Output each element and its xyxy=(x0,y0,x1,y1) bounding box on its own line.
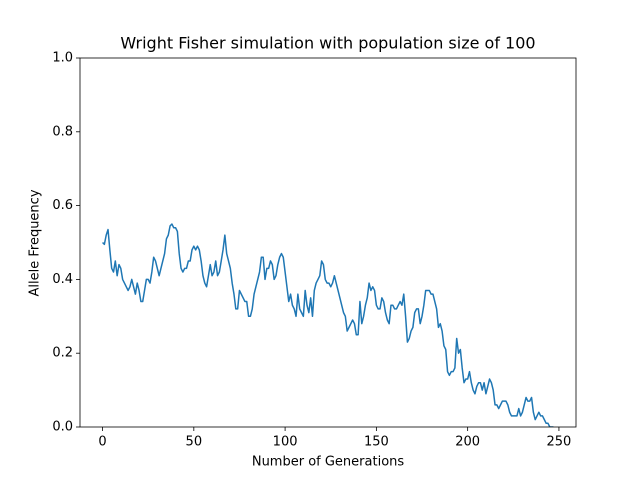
x-axis-label: Number of Generations xyxy=(252,455,405,470)
data-line xyxy=(102,223,554,427)
chart-title: Wright Fisher simulation with population… xyxy=(120,34,535,53)
x-tick-label: 100 xyxy=(273,435,298,450)
x-tick-label: 200 xyxy=(455,435,480,450)
x-tick-label: 150 xyxy=(364,435,389,450)
x-tick-label: 0 xyxy=(98,435,106,450)
y-tick-label: 0.8 xyxy=(52,124,73,139)
y-tick-label: 0.4 xyxy=(52,272,73,287)
y-axis-label: Allele Frequency xyxy=(28,189,43,296)
y-tick-label: 0.0 xyxy=(52,420,73,435)
plot-frame xyxy=(79,57,577,428)
y-tick-label: 1.0 xyxy=(52,51,73,66)
y-tick-label: 0.6 xyxy=(52,198,73,213)
y-tick-label: 0.2 xyxy=(52,346,73,361)
x-tick-label: 250 xyxy=(547,435,572,450)
x-tick-label: 50 xyxy=(186,435,203,450)
